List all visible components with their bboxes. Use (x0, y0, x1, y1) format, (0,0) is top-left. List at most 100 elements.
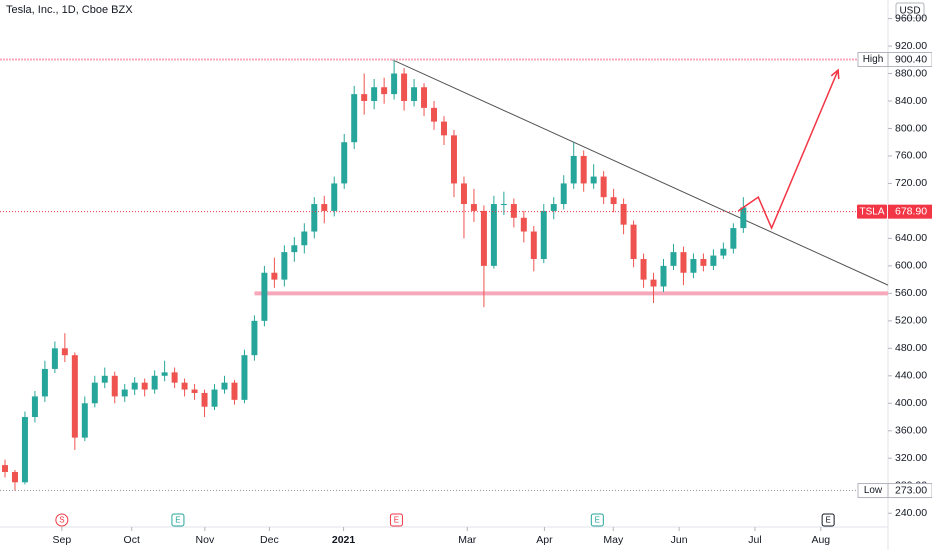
candle-body (61, 348, 68, 356)
candle-body (381, 87, 388, 95)
candle-body (590, 176, 597, 184)
candle-body (191, 389, 198, 393)
candle-body (720, 248, 727, 256)
x-tick-label: Apr (536, 534, 553, 546)
candle-body (211, 389, 218, 407)
candle-body (261, 272, 268, 321)
arrow-head (830, 68, 840, 80)
candle-body (411, 87, 418, 101)
candle-body (650, 279, 657, 287)
x-tick-label: Aug (811, 534, 830, 546)
x-tick-label: Oct (124, 534, 140, 546)
candle-body (670, 252, 677, 266)
candle-body (620, 204, 627, 225)
candle-body (570, 155, 577, 184)
candle-body (141, 382, 148, 390)
level-name: Low (864, 485, 883, 496)
candle-body (221, 382, 228, 390)
y-tick-label: 400.00 (895, 397, 927, 409)
candle-body (251, 320, 258, 356)
candle-body (421, 87, 428, 108)
candle-body (231, 382, 238, 400)
candle-body (391, 73, 398, 95)
y-tick-label: 760.00 (895, 150, 927, 162)
y-tick-label: 520.00 (895, 315, 927, 327)
chart-title: Tesla, Inc., 1D, Cboe BZX (6, 4, 133, 16)
candle-body (291, 245, 298, 253)
event-label: E (595, 516, 600, 525)
candle-body (740, 207, 747, 229)
y-tick-label: 640.00 (895, 232, 927, 244)
currency-box (895, 2, 925, 19)
candle-body (540, 210, 547, 260)
candle-body (351, 94, 358, 143)
price-box (887, 51, 932, 67)
candle-body (131, 382, 138, 390)
candle-body (510, 204, 517, 218)
y-tick-label: 240.00 (895, 507, 927, 519)
candle-body (460, 183, 467, 205)
candle-body (401, 73, 408, 101)
candle-body (610, 197, 617, 205)
candle-body (51, 348, 58, 369)
candle-body (431, 107, 438, 122)
event-marker (55, 513, 69, 527)
event-label: S (59, 516, 64, 525)
y-tick-label: 920.00 (895, 40, 927, 52)
price-label: 273.00 (895, 484, 927, 496)
candle-body (690, 259, 697, 273)
candle-body (301, 231, 308, 246)
candle-body (660, 265, 667, 287)
y-tick-label: 720.00 (895, 177, 927, 189)
candle-body (341, 142, 348, 184)
candle-body (311, 204, 318, 232)
y-tick-label: 440.00 (895, 370, 927, 382)
event-label: E (825, 516, 830, 525)
y-tick-label: 600.00 (895, 260, 927, 272)
candle-body (71, 355, 78, 438)
y-tick-label: 880.00 (895, 67, 927, 79)
candle-body (520, 217, 527, 232)
candle-body (630, 224, 637, 260)
y-tick-label: 800.00 (895, 122, 927, 134)
candle-body (161, 372, 168, 376)
candle-body (371, 87, 378, 101)
price-label: 678.90 (895, 205, 927, 217)
candle-body (151, 375, 158, 390)
y-tick-label: 480.00 (895, 342, 927, 354)
candle-body (121, 389, 128, 397)
y-tick-label: 360.00 (895, 425, 927, 437)
x-tick-label: Mar (458, 534, 477, 546)
candle-body (1, 465, 8, 472)
trendline (392, 59, 889, 286)
candle-body (11, 471, 18, 483)
y-tick-label: 840.00 (895, 95, 927, 107)
candle-body (241, 355, 248, 400)
x-tick-label: Sep (53, 534, 72, 546)
x-tick-label: Dec (260, 534, 279, 546)
price-box (888, 204, 932, 219)
candle-body (91, 382, 98, 404)
candle-body (81, 403, 88, 438)
candle-body (490, 204, 497, 266)
candle-body (171, 372, 178, 383)
symbol-label: TSLA (859, 206, 884, 217)
candle-body (480, 210, 487, 266)
y-tick-label: 320.00 (895, 452, 927, 464)
event-label: E (394, 516, 399, 525)
candle-body (600, 176, 607, 198)
candle-body (700, 259, 707, 266)
candle-body (21, 417, 28, 483)
projection-path (737, 69, 839, 231)
event-label: E (175, 516, 180, 525)
candle-body (710, 255, 717, 266)
candle-body (640, 259, 647, 280)
price-box (887, 483, 932, 499)
candle-body (560, 183, 567, 205)
candle-body (331, 183, 338, 211)
candle-body (101, 375, 108, 383)
level-name: High (863, 54, 884, 65)
x-tick-label: Jun (671, 534, 688, 546)
candle-body (730, 228, 737, 249)
